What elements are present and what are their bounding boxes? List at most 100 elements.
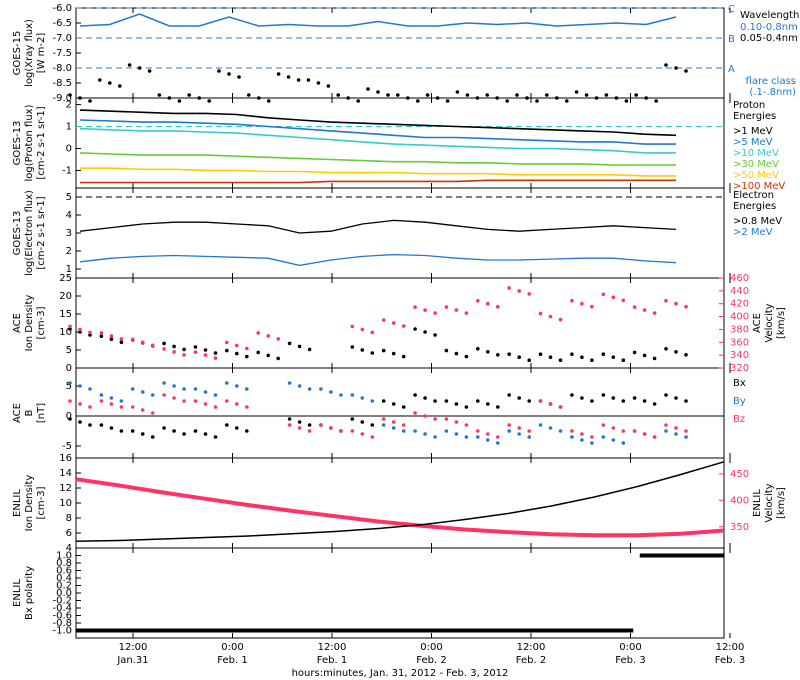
ace-b-points [684,429,688,433]
flare-class-label: B [728,34,735,45]
ace-velocity-points [538,311,543,316]
y-tick-label: -6.5 [52,18,72,29]
ace-density-points [611,355,616,360]
ace-density-points [360,348,365,352]
ace-b-points [580,432,584,436]
legend-entry: >1 MeV [733,126,773,137]
xray-short-series [88,99,92,103]
ace-b-points [391,420,396,424]
ace-b-points [601,435,606,439]
xray-short-series [346,96,351,100]
ace-b-points [423,396,427,400]
ace-velocity-points [350,324,355,329]
xray-short-series [217,69,221,73]
ace-b-points [350,417,355,421]
ace-b-points [570,435,574,439]
xray-short-series [644,96,648,100]
legend-title: Energies [733,201,776,212]
ace-b-points [413,411,417,415]
y-tick-label: 340 [730,350,749,361]
ace-b-points [350,393,355,397]
ace-density-points [193,345,198,349]
xray-short-series [485,93,490,97]
ace-density-points [109,337,114,342]
ace-velocity-points [401,324,406,328]
ace-b-points [548,426,553,430]
ace-b-points [329,390,333,394]
y-tick-label: -0.2 [52,596,72,607]
ace-b-points [297,420,302,424]
y-tick-label: 0 [66,411,72,422]
flare-class-label: A [728,64,735,75]
ace-b-points [496,405,500,409]
ace-velocity-points [496,304,500,309]
time-axis-title: hours:minutes, Jan. 31, 2012 - Feb. 3, 2… [292,668,509,679]
xray-short-series [624,99,629,103]
y-axis-title: [nT] [36,403,47,423]
ace-b-points [496,441,500,445]
xray-short-series [257,96,261,100]
y2-axis-title: ENLIL [752,489,763,517]
ace-velocity-points [558,317,563,322]
ace-velocity-points [684,304,688,309]
ace-density-points [476,347,480,351]
legend-entry: Bz [733,414,745,425]
ace-b-points [433,417,437,421]
y-tick-label: -0.8 [52,618,72,629]
time-label: 0:00 [619,642,641,653]
ace-velocity-points [517,289,521,293]
ace-b-points [652,402,657,406]
ace-b-points [684,435,688,439]
ace-velocity-points [601,292,606,297]
legend-title: Wavelength [740,10,799,21]
y-axis-title: [cm-3] [36,306,47,339]
xray-short-series [157,93,162,97]
ace-velocity-points [433,311,437,315]
legend-title: Proton [733,100,765,111]
ace-density-points [391,351,396,356]
ace-b-points [182,387,186,391]
ace-b-points [213,405,218,409]
xray-short-series [565,99,569,103]
ace-velocity-points [225,340,229,345]
ace-density-points [370,351,375,355]
ace-b-points [130,429,135,433]
ace-b-points [235,402,239,406]
ace-b-points [401,405,406,409]
ace-b-points [88,405,92,409]
ace-b-points [538,399,543,403]
ace-velocity-points [527,292,531,296]
legend-entry: >50 MeV [733,170,779,181]
ace-b-points [88,423,92,427]
xray-short-series [654,99,658,103]
y-tick-label: 5 [66,381,72,392]
ace-b-points [548,402,553,406]
ace-density-points [401,354,406,359]
y-tick-label: 16 [59,453,72,464]
legend-title: Electron [733,190,774,201]
ace-velocity-points [256,331,261,335]
time-label: 0:00 [221,642,243,653]
ace-b-points [68,417,72,421]
proton-series [79,119,676,145]
ace-b-points [203,432,208,436]
xray-short-series [187,93,191,97]
ace-b-points [527,399,531,403]
ace-b-points [109,426,114,430]
y-tick-label: 0.2 [56,581,72,592]
y-tick-label: 1 [66,264,72,275]
y-tick-label: 320 [730,363,749,374]
y-tick-label: -5 [62,441,72,452]
ace-density-points [444,348,449,353]
panel-frame-0 [75,7,725,99]
xray-short-series [574,90,579,94]
ace-density-points [172,344,176,349]
y-axis-title: ACE [12,313,23,333]
ace-velocity-points [391,321,396,325]
ace-b-points [401,423,406,427]
legend-entry: >10 MeV [733,148,779,159]
y-tick-label: 10 [59,498,72,509]
y-tick-label: 20 [59,291,72,302]
ace-density-points [213,351,218,355]
